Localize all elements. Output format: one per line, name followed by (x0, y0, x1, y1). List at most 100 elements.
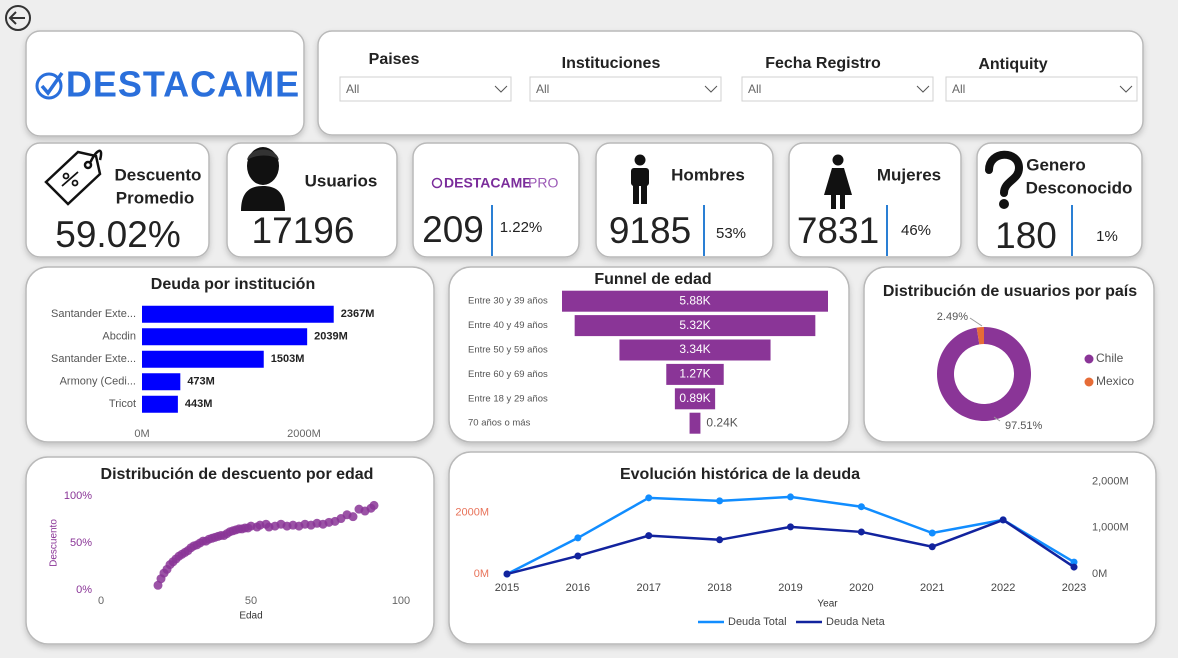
pro-logo-text: DESTACAME (444, 175, 532, 191)
pie-slice (976, 327, 984, 345)
category-label: Santander Exte... (51, 308, 136, 320)
dropdown[interactable]: All (741, 76, 934, 102)
legend-label: Mexico (1096, 374, 1134, 388)
line-marker (503, 570, 511, 578)
funnel-bar (674, 388, 716, 410)
leader-line (993, 416, 1001, 422)
x-tick-label: 2019 (778, 582, 802, 594)
kpi-share: 53% (716, 225, 746, 242)
question-icon (985, 150, 1024, 209)
logo-card (25, 30, 305, 137)
woman-icon (824, 154, 852, 209)
chart-title: Funnel de edad (594, 271, 711, 288)
x-tick-label: 100 (392, 595, 410, 607)
line-marker (857, 503, 865, 511)
legend-swatch (1084, 377, 1094, 387)
logo-icon (35, 71, 64, 100)
x-tick-label: 2022 (991, 582, 1015, 594)
x-tick-label: 2000M (287, 428, 321, 440)
y-tick-label: 2000M (455, 507, 489, 519)
kpi-value: 7831 (797, 210, 879, 251)
y-tick-label: 50% (70, 537, 92, 549)
category-label: Abcdin (102, 331, 136, 343)
pie-slice (936, 327, 1031, 421)
user-icon (241, 147, 285, 211)
logo-text: DESTACAME (66, 64, 300, 105)
y-tick-label: 0% (76, 584, 92, 596)
line-marker (1070, 563, 1078, 571)
category-label: Entre 40 y 49 años (468, 320, 548, 331)
pro-logo-suffix: PRO (528, 175, 558, 191)
x-tick-label: 50 (245, 595, 257, 607)
value-label: 97.51% (1005, 420, 1043, 432)
x-tick-label: 0M (134, 428, 149, 440)
value-label: 5.32K (679, 318, 710, 332)
tag-icon (44, 149, 103, 206)
scatter-point (348, 512, 358, 522)
value-label: 473M (187, 376, 215, 388)
legend-label: Deuda Neta (826, 616, 886, 628)
line-marker (928, 543, 936, 551)
category-label: Entre 60 y 69 años (468, 369, 548, 380)
y-axis-label: Descuento (49, 519, 60, 567)
bar (142, 350, 264, 368)
kpi-title: Descuento (115, 165, 202, 184)
dropdown[interactable]: All (529, 76, 722, 102)
filter-label: Fecha Registro (765, 55, 881, 72)
line-marker (716, 536, 724, 544)
y-tick-label: 0M (474, 568, 489, 580)
y-tick-label: 100% (64, 490, 92, 502)
dropdown-value: All (952, 82, 965, 96)
category-label: Entre 50 y 59 años (468, 345, 548, 356)
funnel-bar (666, 363, 724, 385)
filter-label: Antiquity (978, 56, 1047, 73)
kpi-share: 46% (901, 222, 931, 239)
dropdown[interactable]: All (339, 76, 512, 102)
kpi-value: 9185 (609, 210, 691, 251)
legend-label: Chile (1096, 351, 1124, 365)
category-label: Santander Exte... (51, 353, 136, 365)
line-marker (716, 497, 724, 505)
x-tick-label: 2016 (566, 582, 590, 594)
kpi-value: 59.02% (55, 214, 181, 255)
kpi-title: Mujeres (877, 165, 941, 184)
scatter-point (369, 500, 379, 510)
line-marker (787, 523, 794, 531)
dropdown-value: All (536, 82, 549, 96)
bar (142, 328, 308, 346)
line-marker (574, 534, 582, 542)
kpi-card (25, 142, 210, 258)
funnel-bar (689, 412, 701, 434)
line-marker (645, 494, 653, 502)
value-label: 3.34K (679, 342, 710, 356)
filter-label: Paises (369, 51, 420, 68)
value-label: 5.88K (679, 293, 710, 307)
x-tick-label: 2017 (637, 582, 661, 594)
line-marker (645, 532, 653, 540)
kpi-value: 17196 (252, 210, 355, 251)
value-label: 2039M (314, 331, 348, 343)
kpi-title: Promedio (116, 188, 194, 207)
dropdown[interactable]: All (945, 76, 1138, 102)
funnel-bar (562, 290, 828, 312)
funnel-bar (619, 339, 771, 361)
x-axis-label: Year (817, 599, 838, 610)
value-label: 1503M (271, 353, 305, 365)
legend-label: Deuda Total (728, 616, 787, 628)
back-button[interactable] (5, 5, 31, 31)
category-label: Armony (Cedi... (60, 376, 136, 388)
kpi-title: Usuarios (305, 171, 378, 190)
chart-title: Distribución de usuarios por país (883, 283, 1137, 300)
chart-card (25, 456, 435, 645)
line-marker (574, 552, 582, 560)
man-icon (631, 154, 649, 204)
chart-title: Deuda por institución (151, 276, 315, 293)
bar (142, 373, 181, 391)
kpi-share: 1.22% (500, 219, 543, 236)
kpi-value: 209 (422, 209, 484, 250)
line-marker (1070, 558, 1078, 566)
value-label: 443M (185, 398, 213, 410)
dropdown-value: All (748, 82, 761, 96)
